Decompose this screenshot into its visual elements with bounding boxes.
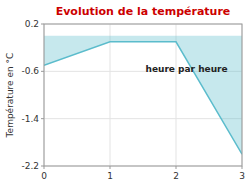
tick-label: -0.6 <box>21 66 39 76</box>
tick-mark <box>44 166 45 169</box>
area <box>44 36 242 154</box>
tick-mark <box>176 166 177 169</box>
tick-mark <box>242 166 243 169</box>
plot-background <box>44 24 242 166</box>
grid-line <box>110 24 111 166</box>
tick-mark <box>110 166 111 169</box>
tick-label: 0.2 <box>25 19 39 29</box>
grid-line <box>176 24 177 166</box>
tick-label: 1 <box>107 171 113 181</box>
tick-mark <box>41 71 44 72</box>
tick-mark <box>41 118 44 119</box>
tick-label: -1.4 <box>21 114 39 124</box>
axis-label: heure par heure <box>145 64 227 74</box>
tick-label: -2.2 <box>21 161 39 171</box>
chart-container: 0.2 -0.6 -1.4 -2.20 1 2 3 Evolution de la tempé… <box>0 0 250 188</box>
line <box>44 42 242 154</box>
tick-label: 2 <box>173 171 179 181</box>
axis-label: Température en °C <box>5 53 15 139</box>
plot-frame <box>44 24 242 166</box>
tick-mark <box>41 24 44 25</box>
tick-label: 0 <box>41 171 47 181</box>
tick-label: 3 <box>239 171 245 181</box>
chart: 0.2 -0.6 -1.4 -2.20 1 2 3 Evolution de la tempé… <box>0 0 250 188</box>
title: Evolution de la température <box>56 5 231 18</box>
plot-area <box>44 36 242 154</box>
grid-line <box>44 118 242 119</box>
